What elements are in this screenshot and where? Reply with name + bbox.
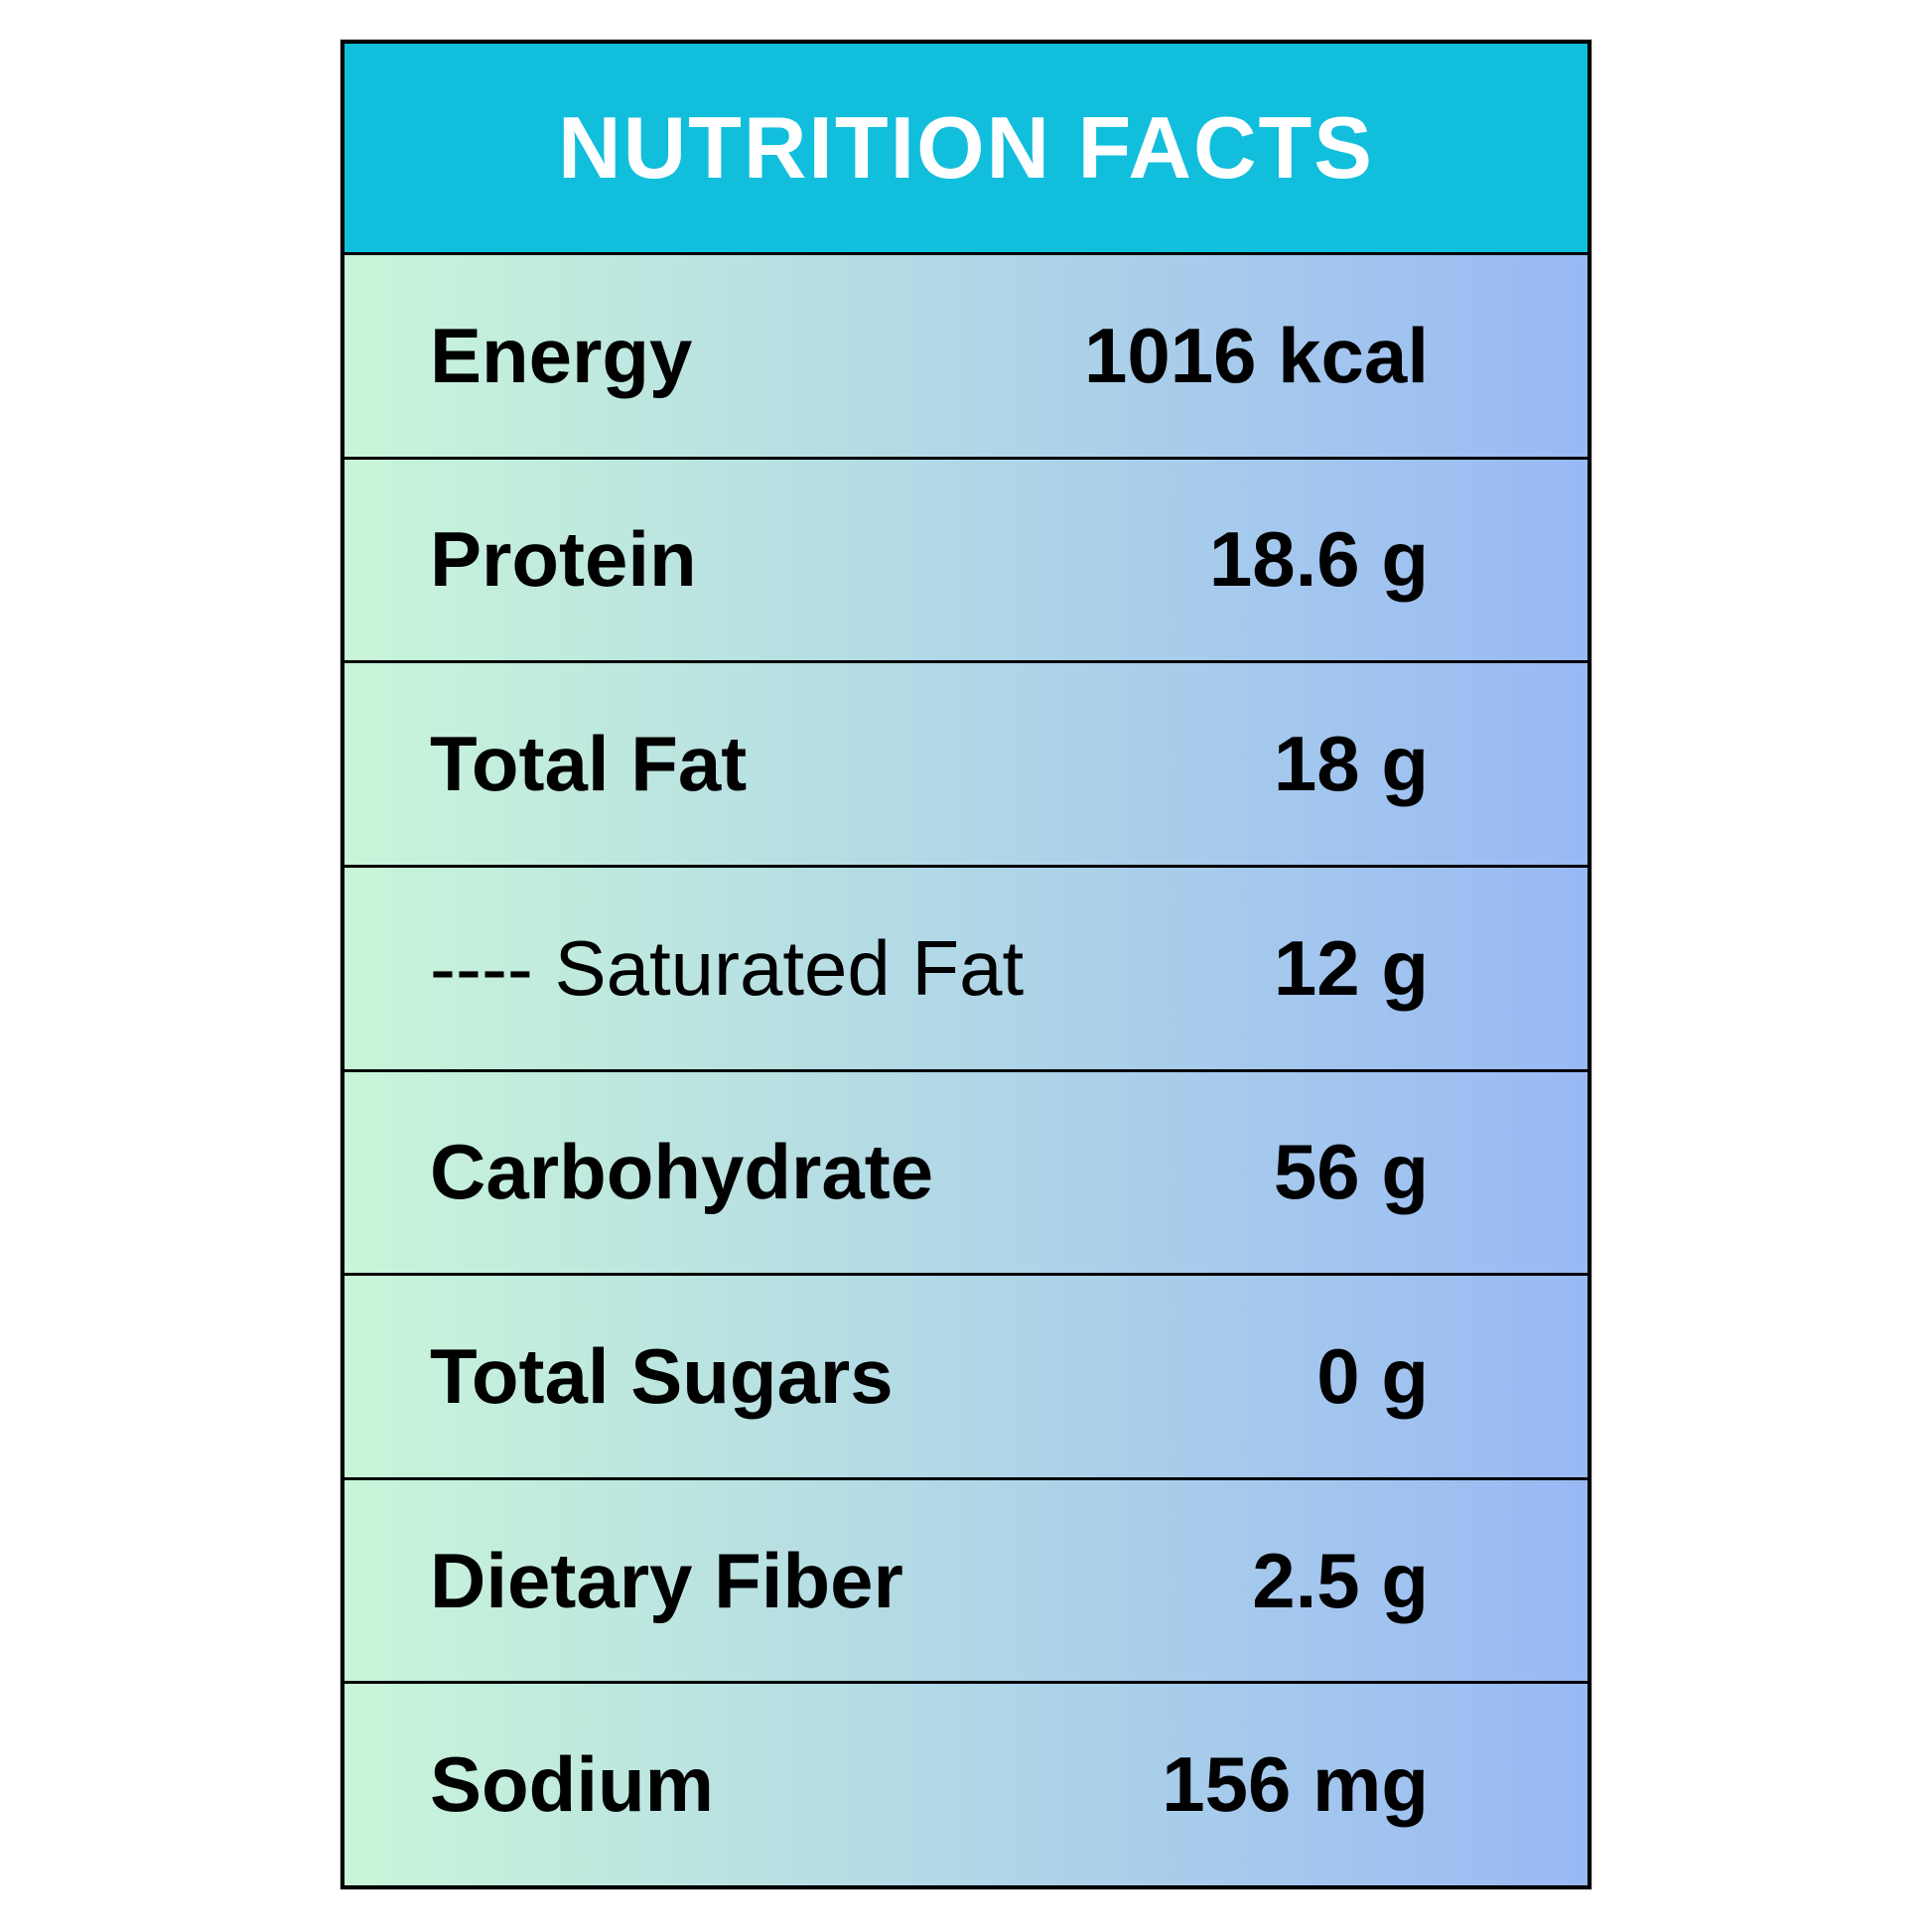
table-row-carbohydrate: Carbohydrate 56 g — [345, 1068, 1587, 1274]
nutrition-facts-table: NUTRITION FACTS Energy 1016 kcal Protein… — [341, 40, 1591, 1889]
nutrient-label: Dietary Fiber — [430, 1536, 903, 1624]
table-header: NUTRITION FACTS — [345, 44, 1587, 252]
page-title: NUTRITION FACTS — [558, 98, 1374, 197]
table-row-sodium: Sodium 156 mg — [345, 1681, 1587, 1885]
nutrient-label: Protein — [430, 515, 697, 604]
table-body: Energy 1016 kcal Protein 18.6 g Total Fa… — [345, 252, 1587, 1885]
table-row-saturated-fat: ---- Saturated Fat 12 g — [345, 864, 1587, 1069]
nutrient-value: 18 g — [1273, 720, 1429, 808]
nutrient-value: 12 g — [1273, 923, 1429, 1012]
table-row-dietary-fiber: Dietary Fiber 2.5 g — [345, 1476, 1587, 1682]
nutrient-value: 18.6 g — [1208, 515, 1429, 604]
nutrient-value: 1016 kcal — [1083, 311, 1429, 399]
nutrient-label: Energy — [430, 311, 693, 399]
table-row-total-fat: Total Fat 18 g — [345, 660, 1587, 865]
nutrient-value: 56 g — [1273, 1128, 1429, 1216]
nutrient-value: 0 g — [1316, 1331, 1429, 1420]
nutrient-label: Total Sugars — [430, 1331, 894, 1420]
nutrient-label: ---- Saturated Fat — [430, 923, 1025, 1012]
nutrient-label: Sodium — [430, 1740, 714, 1829]
nutrient-label: Total Fat — [430, 720, 748, 808]
table-row-energy: Energy 1016 kcal — [345, 252, 1587, 457]
nutrient-label: Carbohydrate — [430, 1128, 934, 1216]
table-row-protein: Protein 18.6 g — [345, 456, 1587, 661]
table-row-total-sugars: Total Sugars 0 g — [345, 1273, 1587, 1477]
nutrient-value: 2.5 g — [1252, 1536, 1429, 1624]
nutrient-value: 156 mg — [1162, 1740, 1429, 1829]
